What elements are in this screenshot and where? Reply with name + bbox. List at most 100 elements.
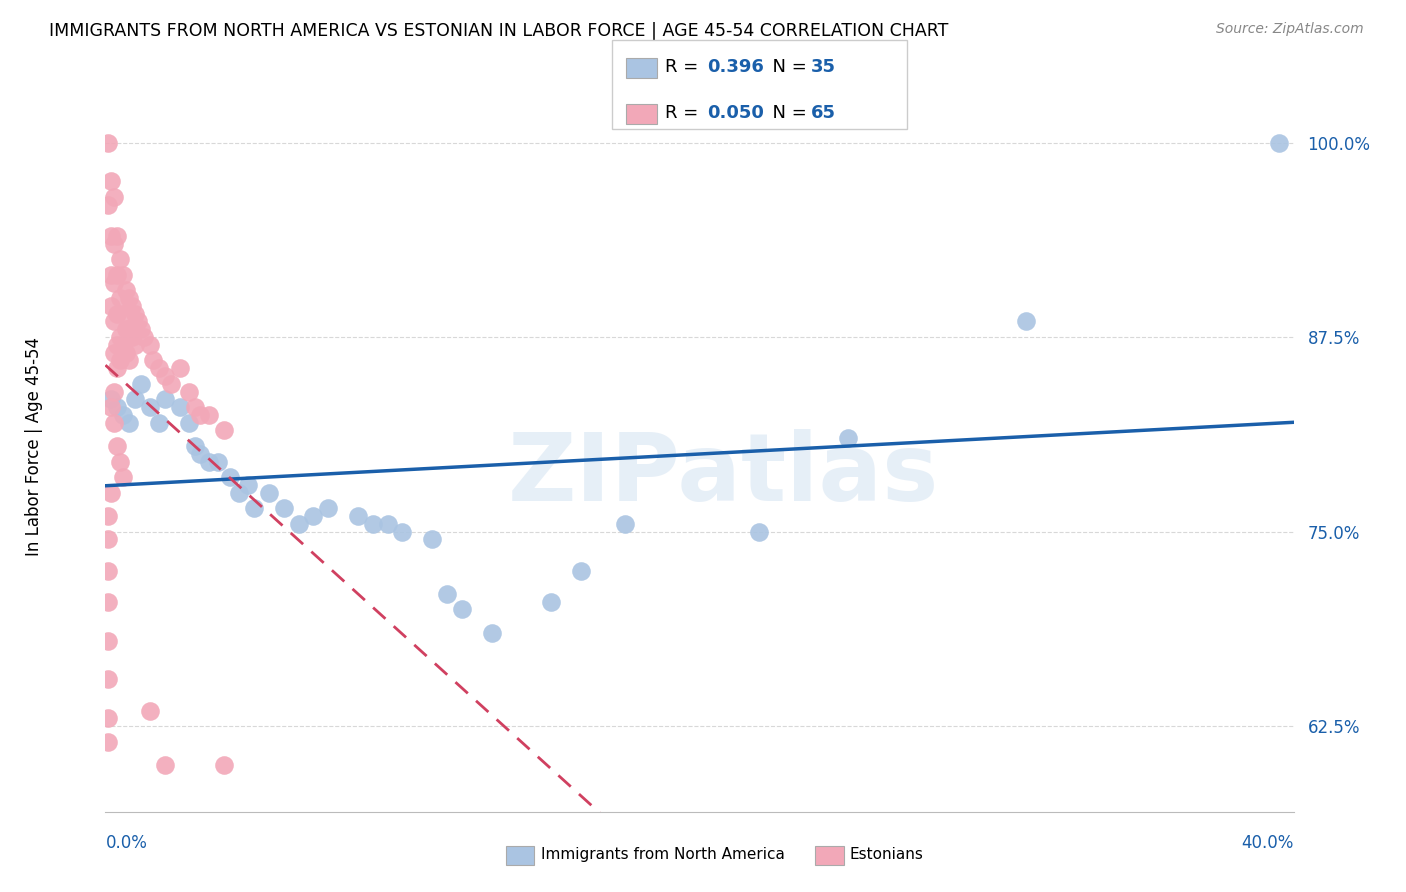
Point — [316, 501, 339, 516]
Point — [103, 276, 125, 290]
Point — [110, 252, 132, 267]
Point — [105, 228, 128, 243]
Point — [142, 353, 165, 368]
Point — [614, 516, 637, 531]
Point — [214, 424, 236, 438]
Point — [177, 416, 200, 430]
Point — [148, 416, 170, 430]
Point — [139, 400, 162, 414]
Point — [257, 485, 280, 500]
Point — [103, 236, 125, 251]
Point — [450, 602, 472, 616]
Point — [139, 704, 162, 718]
Point — [153, 368, 176, 383]
Point — [103, 345, 125, 359]
Point — [302, 509, 325, 524]
Point — [97, 564, 120, 578]
Point — [105, 400, 128, 414]
Point — [103, 190, 125, 204]
Point — [118, 322, 141, 336]
Point — [198, 454, 221, 468]
Text: Source: ZipAtlas.com: Source: ZipAtlas.com — [1216, 22, 1364, 37]
Point — [219, 470, 242, 484]
Point — [228, 485, 250, 500]
Text: Immigrants from North America: Immigrants from North America — [541, 847, 785, 862]
Text: R =: R = — [665, 104, 704, 122]
Point — [97, 509, 120, 524]
Point — [169, 361, 191, 376]
Point — [153, 392, 176, 407]
Text: 0.0%: 0.0% — [105, 834, 148, 852]
Point — [391, 524, 413, 539]
Point — [121, 330, 143, 344]
Point — [169, 400, 191, 414]
Point — [100, 174, 122, 188]
Text: 65: 65 — [811, 104, 837, 122]
Point — [198, 408, 221, 422]
Point — [214, 758, 236, 772]
Point — [1015, 314, 1038, 328]
Point — [103, 384, 125, 399]
Point — [100, 392, 122, 407]
Point — [183, 439, 205, 453]
Point — [837, 431, 859, 445]
Point — [361, 516, 384, 531]
Point — [97, 633, 120, 648]
Point — [236, 478, 259, 492]
Y-axis label: In Labor Force | Age 45-54: In Labor Force | Age 45-54 — [25, 336, 44, 556]
Point — [569, 564, 592, 578]
Point — [190, 447, 212, 461]
Point — [100, 299, 122, 313]
Point — [110, 454, 132, 468]
Point — [112, 338, 135, 352]
Point — [97, 533, 120, 547]
Point — [124, 338, 146, 352]
Point — [110, 330, 132, 344]
Point — [540, 594, 562, 608]
Point — [124, 392, 146, 407]
Point — [153, 758, 176, 772]
Point — [183, 400, 205, 414]
Text: IMMIGRANTS FROM NORTH AMERICA VS ESTONIAN IN LABOR FORCE | AGE 45-54 CORRELATION: IMMIGRANTS FROM NORTH AMERICA VS ESTONIA… — [49, 22, 949, 40]
Point — [347, 509, 370, 524]
Text: Estonians: Estonians — [849, 847, 924, 862]
Point — [115, 322, 138, 336]
Text: 0.396: 0.396 — [707, 58, 763, 76]
Point — [177, 384, 200, 399]
Point — [97, 198, 120, 212]
Point — [159, 376, 181, 391]
Point — [436, 587, 458, 601]
Text: 35: 35 — [811, 58, 837, 76]
Point — [115, 284, 138, 298]
Text: ZIPatlas: ZIPatlas — [508, 429, 939, 521]
Point — [100, 268, 122, 282]
Point — [115, 345, 138, 359]
Point — [190, 408, 212, 422]
Point — [100, 228, 122, 243]
Point — [100, 485, 122, 500]
Point — [118, 353, 141, 368]
Point — [97, 734, 120, 748]
Point — [148, 361, 170, 376]
Text: R =: R = — [665, 58, 704, 76]
Point — [105, 361, 128, 376]
Point — [273, 501, 295, 516]
Point — [1267, 136, 1289, 150]
Point — [118, 291, 141, 305]
Text: 40.0%: 40.0% — [1241, 834, 1294, 852]
Point — [110, 291, 132, 305]
Point — [97, 673, 120, 687]
Point — [105, 338, 128, 352]
Point — [112, 470, 135, 484]
Point — [112, 307, 135, 321]
Point — [124, 307, 146, 321]
Point — [420, 533, 443, 547]
Point — [207, 454, 229, 468]
Point — [97, 594, 120, 608]
Point — [105, 268, 128, 282]
Point — [377, 516, 399, 531]
Point — [105, 307, 128, 321]
Point — [103, 314, 125, 328]
Point — [243, 501, 266, 516]
Point — [127, 314, 149, 328]
